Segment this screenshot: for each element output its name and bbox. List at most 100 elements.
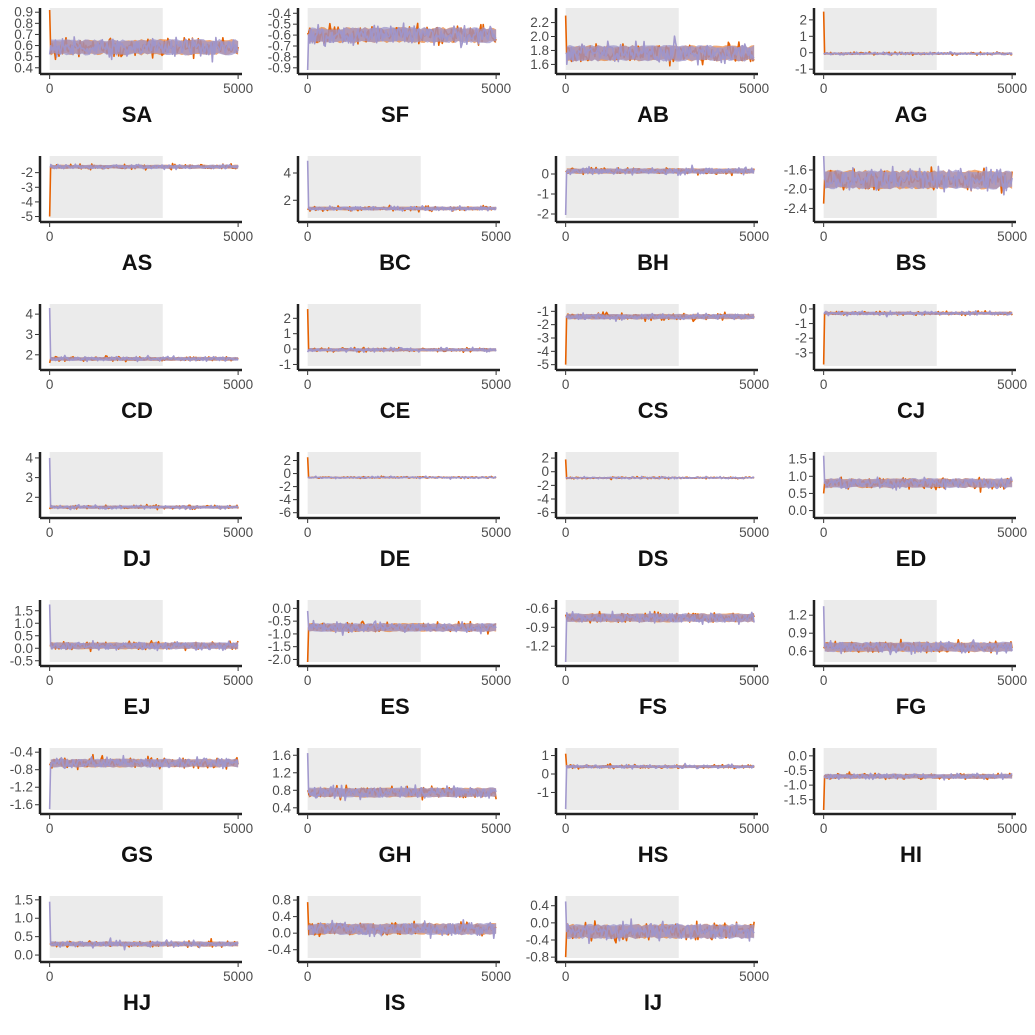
y-tick-label: 0.6 (14, 38, 33, 53)
panel-title-ag: AG (895, 102, 928, 127)
x-tick-label: 0 (304, 673, 312, 688)
y-tick-label: 2.0 (530, 29, 549, 44)
x-tick-label: 0 (46, 81, 54, 96)
x-tick-label: 5000 (223, 673, 253, 688)
y-tick-label: 4 (283, 166, 291, 181)
y-tick-label: 4 (25, 307, 33, 322)
chain-2-band (50, 642, 239, 650)
x-tick-label: 0 (562, 673, 570, 688)
y-tick-label: -0.6 (526, 601, 549, 616)
x-tick-label: 5000 (223, 377, 253, 392)
y-tick-label: 1.5 (14, 892, 33, 907)
chain-2-band (50, 758, 239, 768)
x-tick-label: 0 (562, 377, 570, 392)
x-tick-label: 5000 (481, 673, 511, 688)
y-tick-label: -0.8 (10, 762, 33, 777)
y-tick-label: -6 (279, 505, 291, 520)
chain-2-band (824, 773, 1013, 779)
trace-panel-cs: -5-4-3-2-1 0 5000 CS (537, 304, 769, 423)
panel-title-sf: SF (381, 102, 409, 127)
x-tick-label: 5000 (223, 525, 253, 540)
x-tick-label: 0 (304, 969, 312, 984)
y-tick-label: -2 (21, 165, 33, 180)
chain-2-band (308, 348, 497, 352)
chain-2-band (824, 311, 1013, 316)
trace-panel-is: -0.40.0 0.40.8 0 5000 IS (268, 893, 511, 1015)
x-tick-label: 0 (304, 377, 312, 392)
x-tick-label: 5000 (739, 525, 769, 540)
panel-title-cs: CS (638, 398, 669, 423)
x-tick-label: 0 (304, 229, 312, 244)
x-tick-label: 0 (46, 229, 54, 244)
warmup-region (49, 452, 163, 514)
trace-panel-hi: -1.5-1.0-0.50.0 0 5000 HI (784, 748, 1027, 867)
y-tick-label: 0 (283, 466, 291, 481)
chain-2-band (566, 923, 755, 940)
x-tick-label: 0 (820, 81, 828, 96)
y-tick-label: 0.9 (14, 5, 33, 20)
panel-title-de: DE (380, 546, 411, 571)
panel-title-ce: CE (380, 398, 411, 423)
y-tick-label: -0.4 (268, 942, 292, 957)
y-tick-label: 0.0 (272, 601, 291, 616)
chain-2-band (824, 478, 1013, 489)
y-tick-label: -0.5 (10, 653, 33, 668)
y-tick-label: -5 (537, 357, 549, 372)
panel-title-dj: DJ (123, 546, 151, 571)
x-tick-label: 5000 (997, 821, 1027, 836)
y-tick-label: 0.8 (14, 16, 33, 31)
x-tick-label: 0 (304, 821, 312, 836)
x-tick-label: 5000 (997, 81, 1027, 96)
y-tick-label: 0.0 (788, 503, 807, 518)
y-tick-label: 2 (799, 12, 807, 27)
y-tick-label: 0 (541, 767, 549, 782)
y-tick-label: -1 (537, 187, 549, 202)
y-tick-label: -2.4 (784, 201, 808, 216)
y-tick-label: 0.0 (530, 915, 549, 930)
trace-panel-bc: 2 4 0 5000 BC (283, 156, 511, 275)
y-tick-label: 0.4 (272, 800, 291, 815)
y-tick-label: 0.8 (272, 783, 291, 798)
y-tick-label: 1.6 (530, 57, 549, 72)
y-tick-label: -1.5 (784, 792, 807, 807)
panel-title-bc: BC (379, 250, 411, 275)
chain-2-band (566, 44, 755, 62)
x-tick-label: 0 (562, 81, 570, 96)
chain-2-band (50, 38, 239, 56)
warmup-region (49, 8, 163, 70)
panel-title-ij: IJ (644, 990, 662, 1015)
x-tick-label: 5000 (481, 377, 511, 392)
y-tick-label: 1.0 (788, 469, 807, 484)
y-tick-label: 0.4 (272, 909, 291, 924)
panel-title-ej: EJ (124, 694, 151, 719)
y-tick-label: 1.2 (272, 765, 291, 780)
chain-2-band (50, 164, 239, 169)
trace-panel-es: -2.0-1.5-1.0-0.50.0 0 5000 ES (268, 600, 511, 719)
warmup-region (307, 304, 421, 366)
y-tick-label: 0.8 (272, 893, 291, 908)
trace-panel-fs: -1.2 -0.9 -0.6 0 5000 FS (526, 600, 769, 719)
chain-2-band (308, 922, 497, 936)
y-tick-label: -4 (537, 492, 549, 507)
y-tick-label: 1.6 (272, 748, 291, 763)
panel-title-es: ES (380, 694, 409, 719)
y-tick-label: -1.0 (784, 778, 807, 793)
y-tick-label: 0.4 (530, 898, 549, 913)
chain-2-band (824, 52, 1013, 55)
y-tick-label: 0.0 (14, 948, 33, 963)
y-tick-label: 1.2 (788, 608, 807, 623)
x-tick-label: 5000 (997, 525, 1027, 540)
chain-2-band (308, 622, 497, 633)
chain-2-band (50, 505, 239, 509)
x-tick-label: 5000 (997, 377, 1027, 392)
x-tick-label: 0 (820, 673, 828, 688)
y-tick-label: -0.9 (268, 60, 291, 75)
panel-title-gh: GH (379, 842, 412, 867)
y-tick-label: -0.5 (784, 763, 807, 778)
chain-2-band (50, 941, 239, 947)
y-tick-label: 3 (25, 327, 33, 342)
y-tick-label: -0.4 (526, 933, 550, 948)
y-tick-label: 0 (799, 301, 807, 316)
